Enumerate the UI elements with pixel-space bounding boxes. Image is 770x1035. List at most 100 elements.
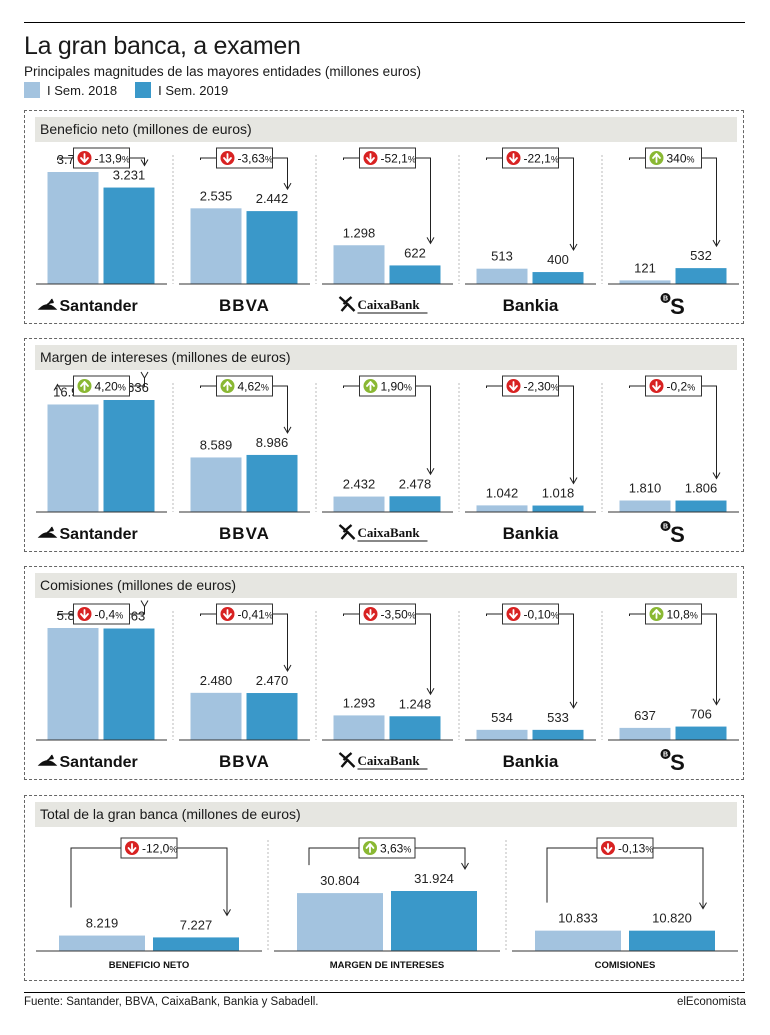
legend-item-2018: I Sem. 2018 [24, 82, 117, 98]
arrow-glyph [366, 381, 375, 391]
bar-2019 [675, 268, 727, 284]
arrow-glyph [603, 843, 613, 853]
connector-arrowhead [569, 243, 578, 252]
chart-total: 8.219 7.227 -12,0% BENEFICIO NETO 30.804 31.9… [36, 837, 738, 971]
logo-bbva: BBVA [219, 752, 270, 771]
bar-2019 [675, 500, 727, 512]
change-connector [343, 385, 431, 475]
connector-arrowhead [426, 237, 435, 245]
data-label-2019: 706 [690, 707, 712, 722]
percent-sign: % [265, 155, 273, 165]
logo-text: BBVA [219, 296, 270, 315]
panel-total: 8.219 7.227 -12,0% BENEFICIO NETO 30.804 31.9… [24, 795, 744, 981]
change-value: -0,4% [95, 608, 124, 622]
arrow-glyph [366, 609, 375, 619]
change-connector [200, 157, 288, 190]
logo-bankia: Bankia [503, 296, 559, 315]
bar-2019 [532, 505, 584, 512]
data-label-2018: 30.804 [320, 873, 360, 888]
legend-swatch-2019 [135, 82, 152, 98]
percent-sign: % [118, 383, 126, 393]
bar-2018 [190, 457, 242, 512]
sabadell-s-glyph: S [670, 522, 685, 547]
change-value: -3,63% [238, 152, 273, 166]
bar-2019 [103, 400, 155, 512]
arrow-glyph [223, 153, 232, 163]
chart-comisiones: 5.8895.863-0,4%Santander2.4802.470-0,41%… [36, 600, 739, 775]
bar-2019 [103, 187, 155, 284]
change-badge: 10,8% [645, 603, 702, 625]
bar-2018 [619, 500, 671, 512]
logo-bankia: Bankia [503, 524, 559, 543]
change-value: -3,50% [381, 608, 416, 622]
arrow-glyph [223, 609, 232, 619]
change-badge: 4,62% [216, 375, 273, 397]
change-badge: -0,2% [645, 375, 702, 397]
logo-caixabank: CaixaBank [338, 752, 428, 770]
data-label-2018: 637 [634, 708, 656, 723]
logo-text: BBVA [219, 752, 270, 771]
change-badge: 3,63% [358, 837, 416, 859]
connector-arrowhead [426, 468, 435, 476]
connector-arrowhead [140, 159, 149, 167]
data-label-2018: 1.298 [343, 225, 376, 240]
logo-bbva: BBVA [219, 296, 270, 315]
bar-2018 [476, 268, 528, 284]
bar-2018 [59, 935, 145, 951]
data-label-2018: 1.042 [486, 485, 519, 500]
source-note: Fuente: Santander, BBVA, CaixaBank, Bank… [24, 996, 319, 1008]
arrow-glyph [509, 381, 518, 391]
change-value: 1,90% [381, 380, 412, 394]
santander-flame-icon [37, 298, 58, 310]
change-value: -0,2% [667, 380, 696, 394]
logo-text: BBVA [219, 524, 270, 543]
bar-2019 [389, 265, 441, 284]
arrow-glyph [80, 609, 89, 619]
change-connector [343, 157, 431, 244]
change-value: -13,9% [95, 152, 130, 166]
data-label-2018: 2.480 [200, 673, 233, 688]
sabadell-b-glyph: B [663, 752, 668, 759]
logo-text: Santander [60, 754, 138, 771]
change-badge: -52,1% [359, 147, 416, 169]
bar-2018 [476, 729, 528, 740]
bar-2018 [619, 727, 671, 740]
bar-2018 [333, 715, 385, 740]
category-label: COMISIONES [595, 960, 656, 971]
page-subtitle: Principales magnitudes de las mayores en… [24, 64, 421, 79]
arrow-glyph [652, 153, 661, 163]
data-label-2019: 31.924 [414, 871, 454, 886]
change-value: 4,20% [95, 380, 126, 394]
brand-name: elEconomista [676, 996, 746, 1008]
logo-caixabank: CaixaBank [338, 296, 428, 314]
data-label-2019: 2.478 [399, 476, 432, 491]
data-label-2019: 7.227 [180, 917, 213, 932]
percent-sign: % [408, 155, 416, 165]
bar-2018 [47, 172, 99, 284]
change-value: 4,62% [238, 380, 269, 394]
bar-2019 [103, 628, 155, 740]
caixabank-star-icon [338, 752, 356, 768]
caixabank-star-icon [338, 296, 356, 312]
connector-arrowhead [53, 383, 62, 391]
percent-sign: % [687, 383, 695, 393]
logo-santander: Santander [37, 754, 138, 771]
bar-2018 [476, 505, 528, 512]
change-badge: -0,41% [216, 603, 273, 625]
chart-margen-intereses: 16.93117.6364,20%Santander8.5898.9864,62… [36, 371, 739, 547]
percent-sign: % [408, 611, 416, 621]
percent-sign: % [403, 845, 411, 855]
change-value: -0,41% [238, 608, 273, 622]
page-title: La gran banca, a examen [24, 32, 301, 60]
arrow-glyph [223, 381, 232, 391]
change-badge: -2,30% [502, 375, 559, 397]
change-connector [57, 606, 145, 616]
change-badge: -3,50% [359, 603, 416, 625]
bar-2019 [532, 729, 584, 740]
data-label-2018: 8.219 [86, 916, 119, 931]
panel-title: Total de la gran banca (millones de euro… [35, 802, 737, 827]
change-value: 10,8% [667, 608, 698, 622]
percent-sign: % [645, 845, 653, 855]
change-value: -2,30% [524, 380, 559, 394]
